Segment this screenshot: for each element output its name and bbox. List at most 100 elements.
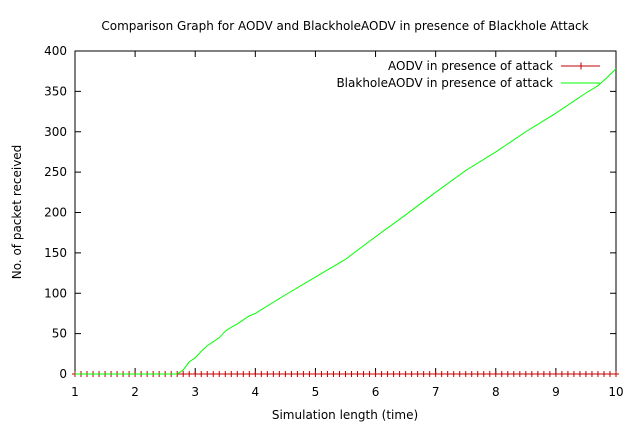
- series-point: [414, 371, 421, 377]
- series-point: [480, 371, 487, 377]
- series-point: [390, 371, 397, 377]
- x-tick-label: 3: [191, 385, 199, 399]
- legend-label-blackhole-aodv: BlakholeAODV in presence of attack: [336, 76, 553, 90]
- series-point: [384, 371, 391, 377]
- series-point: [474, 371, 481, 377]
- x-tick-label: 1: [71, 385, 79, 399]
- series-point: [498, 371, 505, 377]
- series-point: [192, 371, 199, 377]
- series-point: [582, 371, 589, 377]
- series-point: [354, 371, 361, 377]
- series-point: [522, 371, 529, 377]
- series-point: [486, 371, 493, 377]
- series-point: [282, 371, 289, 377]
- series-point: [564, 371, 571, 377]
- series-point: [576, 371, 583, 377]
- series-point: [336, 371, 343, 377]
- legend: AODV in presence of attack BlakholeAODV …: [336, 59, 600, 90]
- series-point: [330, 371, 337, 377]
- y-tick-label: 300: [44, 125, 67, 139]
- series-point: [432, 371, 439, 377]
- y-tick-label: 50: [52, 327, 67, 341]
- x-tick-label: 6: [372, 385, 380, 399]
- y-tick-label: 200: [44, 206, 67, 220]
- series-point: [570, 371, 577, 377]
- series-point: [270, 371, 277, 377]
- series-point: [444, 371, 451, 377]
- x-tick-label: 10: [608, 385, 623, 399]
- x-axis: 1 2 3 4 5 6 7 8 9 10: [71, 51, 624, 399]
- series-point: [546, 371, 553, 377]
- series-point: [258, 371, 265, 377]
- series-point: [342, 371, 349, 377]
- series-point: [300, 371, 307, 377]
- series-point: [324, 371, 331, 377]
- series-point: [348, 371, 355, 377]
- series-point: [613, 371, 619, 377]
- legend-marker-aodv: [577, 62, 585, 70]
- plot-area: [74, 50, 617, 375]
- legend-entry-aodv: AODV in presence of attack: [388, 59, 600, 73]
- x-tick-label: 9: [552, 385, 560, 399]
- series-point: [468, 371, 475, 377]
- series-point: [246, 371, 253, 377]
- y-tick-label: 150: [44, 246, 67, 260]
- series-point: [264, 371, 271, 377]
- series-point: [588, 371, 595, 377]
- series-point: [372, 371, 379, 377]
- y-tick-label: 100: [44, 286, 67, 300]
- y-axis-label: No. of packet received: [10, 145, 24, 280]
- y-tick-label: 350: [44, 84, 67, 98]
- series-point: [366, 371, 373, 377]
- series-point: [552, 371, 559, 377]
- series-point: [558, 371, 565, 377]
- series-point: [228, 371, 235, 377]
- series-point: [402, 371, 409, 377]
- series-point: [396, 371, 403, 377]
- series-point: [210, 371, 217, 377]
- series-point: [408, 371, 415, 377]
- series-point: [216, 371, 223, 377]
- series-point: [528, 371, 535, 377]
- series-point: [288, 371, 295, 377]
- series-point: [600, 371, 607, 377]
- y-tick-label: 0: [59, 367, 67, 381]
- series-layer: [72, 68, 619, 377]
- series-point: [492, 371, 499, 377]
- series-point: [450, 371, 457, 377]
- legend-entry-blackhole-aodv: BlakholeAODV in presence of attack: [336, 76, 600, 90]
- series-point: [516, 371, 523, 377]
- series-point: [186, 371, 193, 377]
- series-point: [252, 371, 259, 377]
- series-point: [318, 371, 325, 377]
- series-point: [456, 371, 463, 377]
- x-tick-label: 2: [131, 385, 139, 399]
- series-point: [594, 371, 601, 377]
- series-point: [420, 371, 427, 377]
- plot-frame: [74, 50, 617, 375]
- x-tick-label: 8: [492, 385, 500, 399]
- series-point: [534, 371, 541, 377]
- series-point: [462, 371, 469, 377]
- series-point: [198, 371, 205, 377]
- series-point: [180, 371, 187, 377]
- legend-label-aodv: AODV in presence of attack: [388, 59, 553, 73]
- series-point: [240, 371, 247, 377]
- series-point: [306, 371, 313, 377]
- chart-title: Comparison Graph for AODV and BlackholeA…: [101, 19, 588, 33]
- series-point: [378, 371, 385, 377]
- series-point: [510, 371, 517, 377]
- series-point: [204, 371, 211, 377]
- x-tick-label: 4: [252, 385, 260, 399]
- series-point: [312, 371, 319, 377]
- series-point: [360, 371, 367, 377]
- x-tick-label: 5: [312, 385, 320, 399]
- series-point: [234, 371, 241, 377]
- series-point: [294, 371, 301, 377]
- y-axis: 0 50 100 150 200 250 300 350 400: [44, 44, 616, 381]
- series-point: [540, 371, 547, 377]
- series-line-1: [75, 68, 617, 375]
- y-tick-label: 400: [44, 44, 67, 58]
- series-point: [504, 371, 511, 377]
